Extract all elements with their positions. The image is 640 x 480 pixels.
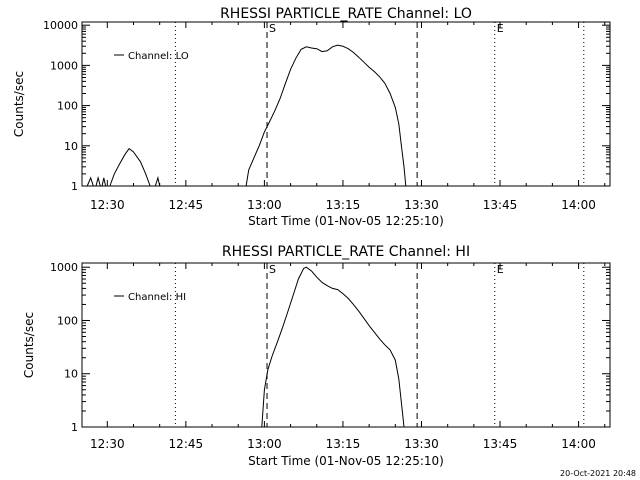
series-line (86, 176, 94, 187)
time-marker-label: S (269, 22, 276, 35)
x-tick-label: 12:45 (169, 198, 204, 212)
y-tick-label: 1 (71, 180, 78, 193)
panel-lo-channel: RHESSI PARTICLE_RATE Channel: LOS E 12:30 1… (12, 6, 611, 228)
series-line (95, 175, 101, 187)
x-tick-label: 12:30 (90, 437, 125, 451)
x-axis-label: Start Time (01-Nov-05 12:25:10) (248, 214, 444, 228)
y-tick-label: 100 (57, 314, 78, 327)
chart-title: RHESSI PARTICLE_RATE Channel: HI (222, 244, 470, 260)
y-tick-label: 10 (64, 368, 78, 381)
legend-label: Channel: LO (128, 51, 189, 62)
x-axis-label: Start Time (01-Nov-05 12:25:10) (248, 454, 444, 468)
x-tick-label: 13:15 (326, 198, 361, 212)
series-line (245, 44, 407, 187)
panel-hi-channel: RHESSI PARTICLE_RATE Channel: HI S E 12:30 1… (22, 244, 611, 468)
x-tick-label: 13:15 (326, 437, 361, 451)
x-tick-label: 13:00 (247, 198, 282, 212)
time-marker-label: E (497, 263, 504, 276)
y-tick-label: 1 (71, 421, 78, 434)
plot-frame (81, 21, 611, 187)
x-tick-label: 12:30 (90, 198, 125, 212)
timestamp: 20-Oct-2021 20:48 (560, 469, 636, 478)
y-tick-label: 10 (64, 140, 78, 153)
y-axis-label: Counts/sec (22, 312, 36, 378)
legend-label: Channel: HI (128, 292, 186, 303)
x-tick-label: 14:00 (561, 198, 596, 212)
time-marker-label: E (497, 22, 504, 35)
series-line (154, 175, 161, 187)
series-line (109, 147, 151, 187)
x-tick-label: 13:00 (247, 437, 282, 451)
series-line (101, 177, 107, 187)
x-tick-label: 13:30 (404, 198, 439, 212)
chart-title: RHESSI PARTICLE_RATE Channel: LO (220, 6, 472, 22)
x-tick-label: 13:30 (404, 437, 439, 451)
y-tick-label: 1000 (50, 261, 78, 274)
x-tick-label: 13:45 (483, 198, 518, 212)
x-tick-label: 13:45 (483, 437, 518, 451)
y-axis-label: Counts/sec (12, 71, 26, 137)
y-tick-label: 1000 (50, 59, 78, 72)
series-line (261, 266, 405, 428)
y-tick-label: 10000 (43, 19, 78, 32)
plot-frame (81, 262, 611, 428)
y-tick-label: 100 (57, 100, 78, 113)
x-tick-label: 12:45 (169, 437, 204, 451)
time-marker-label: S (269, 263, 276, 276)
x-tick-label: 14:00 (561, 437, 596, 451)
